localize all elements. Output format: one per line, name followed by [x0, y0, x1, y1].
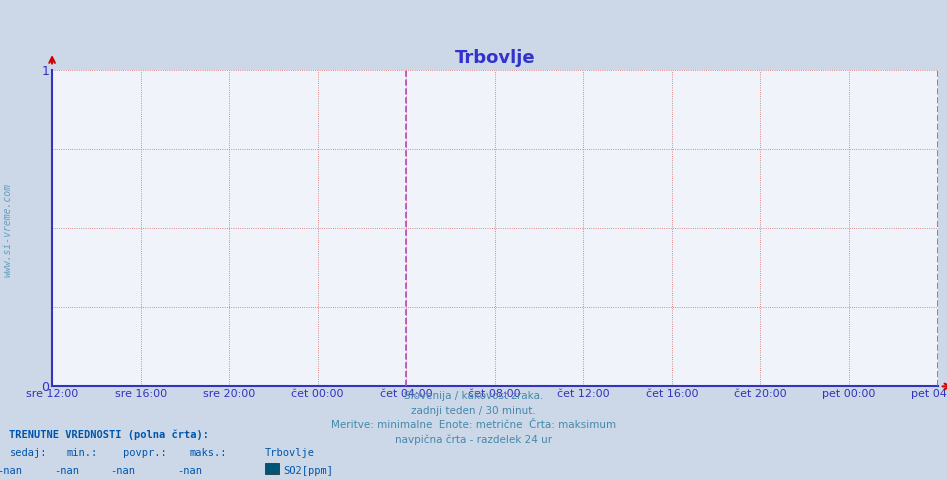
Text: maks.:: maks.:: [189, 448, 227, 458]
Text: Trbovlje: Trbovlje: [265, 448, 315, 458]
Text: Slovenija / kakovost zraka.: Slovenija / kakovost zraka.: [403, 391, 544, 401]
Title: Trbovlje: Trbovlje: [455, 48, 535, 67]
Text: SO2[ppm]: SO2[ppm]: [283, 466, 333, 476]
Text: TRENUTNE VREDNOSTI (polna črta):: TRENUTNE VREDNOSTI (polna črta):: [9, 430, 209, 440]
Text: www.si-vreme.com: www.si-vreme.com: [3, 183, 12, 277]
Text: sedaj:: sedaj:: [9, 448, 47, 458]
Text: povpr.:: povpr.:: [123, 448, 167, 458]
Text: zadnji teden / 30 minut.: zadnji teden / 30 minut.: [411, 406, 536, 416]
Text: -nan: -nan: [54, 466, 79, 476]
Text: min.:: min.:: [66, 448, 98, 458]
Text: navpična črta - razdelek 24 ur: navpična črta - razdelek 24 ur: [395, 434, 552, 445]
Text: -nan: -nan: [0, 466, 22, 476]
Text: -nan: -nan: [111, 466, 135, 476]
Text: Meritve: minimalne  Enote: metrične  Črta: maksimum: Meritve: minimalne Enote: metrične Črta:…: [331, 420, 616, 430]
Text: -nan: -nan: [177, 466, 202, 476]
